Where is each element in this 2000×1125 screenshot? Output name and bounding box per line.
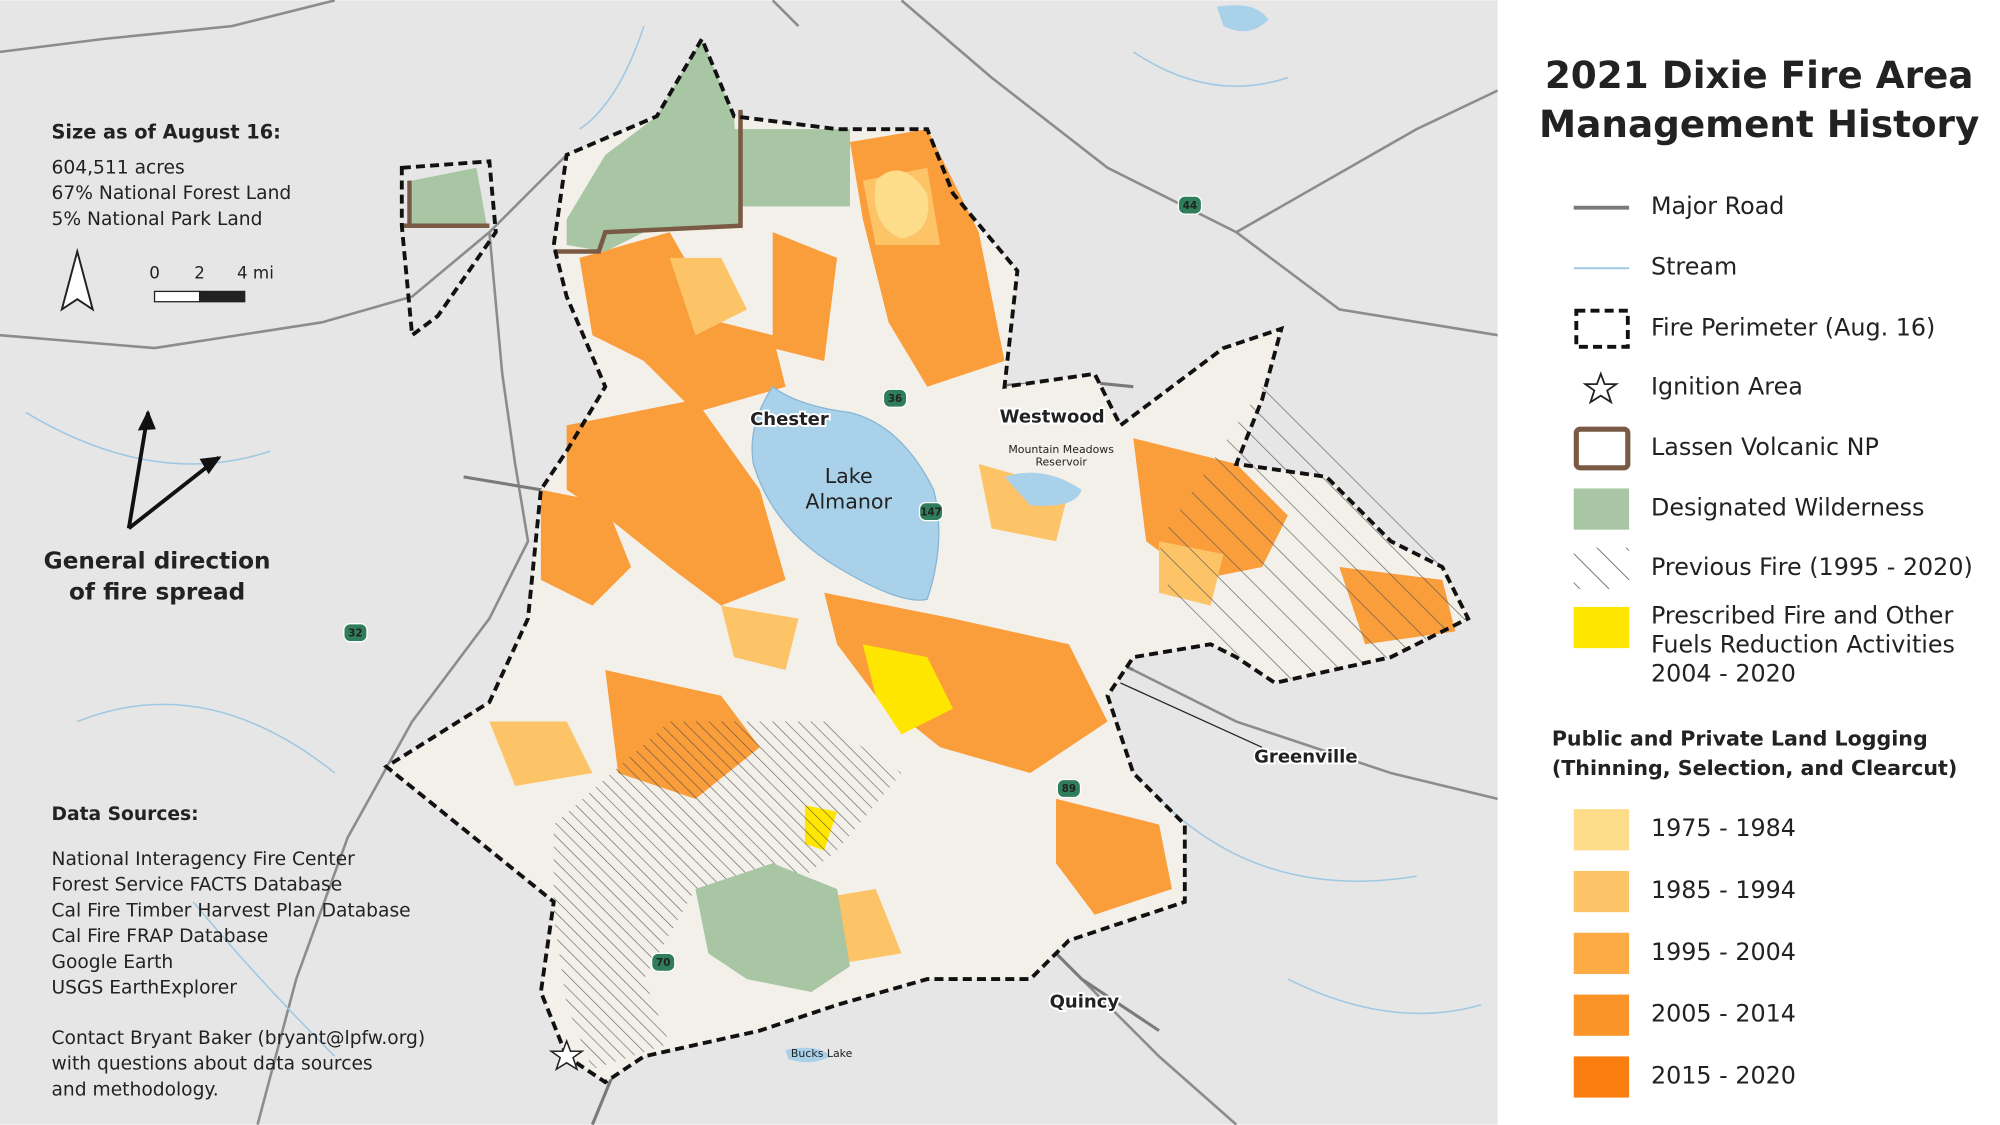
route-shield	[343, 623, 368, 643]
source-line: USGS EarthExplorer	[52, 978, 238, 999]
logging-label: 2015 - 2020	[1651, 1061, 1796, 1089]
legend-swatch	[1573, 426, 1631, 471]
logging-swatch	[1573, 809, 1630, 851]
route-number: 44	[1183, 200, 1197, 212]
source-line: Google Earth	[52, 952, 174, 973]
logging-swatch	[1573, 870, 1630, 913]
map-furniture	[60, 247, 246, 530]
logging-heading: (Thinning, Selection, and Clearcut)	[1552, 756, 1957, 780]
route-number: 89	[1062, 783, 1076, 795]
route-number: 32	[348, 627, 362, 639]
place-label: Lake	[825, 464, 873, 488]
route-number: 147	[920, 506, 942, 518]
logging-label: 1995 - 2004	[1651, 938, 1796, 966]
route-number: 36	[888, 393, 902, 405]
logging-swatch	[1573, 932, 1630, 974]
route-shield	[1056, 778, 1082, 799]
legend-label: Stream	[1651, 253, 1737, 281]
route-number: 70	[656, 957, 670, 969]
source-line: Forest Service FACTS Database	[52, 875, 343, 896]
place-label: Greenville	[1254, 747, 1357, 768]
spread-label: General direction	[44, 547, 271, 574]
place-label: Westwood	[1000, 407, 1105, 428]
place-label: Almanor	[805, 490, 892, 514]
legend-swatch	[1573, 488, 1630, 530]
route-shield	[1177, 195, 1203, 215]
scale-label: 4 mi	[237, 262, 274, 282]
legend-label: Previous Fire (1995 - 2020)	[1651, 553, 1973, 581]
legend-swatch	[1573, 606, 1630, 649]
info-line: 5% National Park Land	[52, 209, 263, 230]
source-line: National Interagency Fire Center	[52, 849, 356, 870]
info-line: 604,511 acres	[52, 157, 185, 178]
map-title: Management History	[1539, 102, 1979, 146]
legend-label: Prescribed Fire and Other	[1651, 602, 1953, 630]
legend-label: Fire Perimeter (Aug. 16)	[1651, 313, 1935, 341]
legend-swatch	[1574, 308, 1630, 349]
place-label: Reservoir	[1035, 456, 1087, 469]
legend-swatch	[1582, 371, 1620, 405]
legend-label: Major Road	[1651, 192, 1784, 220]
legend-swatch	[1573, 547, 1630, 589]
sources-heading: Data Sources:	[52, 804, 199, 825]
legend-label: Ignition Area	[1651, 372, 1803, 400]
scale-label: 2	[194, 262, 205, 282]
logging-swatch	[1573, 994, 1630, 1036]
logging-label: 2005 - 2014	[1651, 1000, 1796, 1028]
info-line: 67% National Forest Land	[52, 183, 292, 204]
place-label: Chester	[750, 409, 829, 430]
place-label: Mountain Meadows	[1008, 443, 1114, 456]
legend-label: Fuels Reduction Activities	[1651, 631, 1955, 659]
legend-label: Lassen Volcanic NP	[1651, 433, 1879, 461]
contact-line: with questions about data sources	[52, 1054, 373, 1075]
route-shield	[918, 501, 944, 522]
map-title: 2021 Dixie Fire Area	[1545, 53, 1974, 97]
spread-label: of fire spread	[69, 578, 245, 605]
place-label: Bucks Lake	[791, 1047, 853, 1060]
logging-heading: Public and Private Land Logging	[1552, 727, 1928, 751]
fire-area	[383, 34, 1471, 1085]
route-shield	[882, 388, 908, 408]
route-shield	[650, 952, 676, 973]
source-line: Cal Fire FRAP Database	[52, 926, 269, 947]
legend-label: Designated Wilderness	[1651, 494, 1924, 522]
info-heading: Size as of August 16:	[52, 121, 281, 144]
scale-label: 0	[149, 262, 160, 282]
logging-swatch	[1573, 1056, 1630, 1098]
logging-label: 1985 - 1994	[1651, 876, 1796, 904]
contact-line: and methodology.	[52, 1079, 219, 1100]
source-line: Cal Fire Timber Harvest Plan Database	[52, 900, 411, 921]
legend-label: 2004 - 2020	[1651, 660, 1796, 688]
contact-line: Contact Bryant Baker (bryant@lpfw.org)	[52, 1028, 426, 1049]
place-label: Quincy	[1050, 991, 1120, 1012]
logging-label: 1975 - 1984	[1651, 814, 1796, 842]
